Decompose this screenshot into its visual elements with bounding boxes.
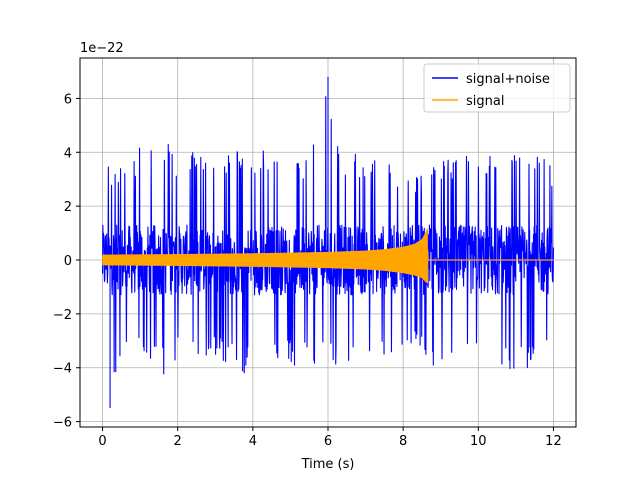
legend: signal+noise signal bbox=[423, 63, 571, 113]
x-tick-label: 2 bbox=[174, 434, 182, 449]
series-line-signal-noise bbox=[102, 76, 554, 409]
legend-label: signal bbox=[466, 94, 504, 109]
x-tick-label: 6 bbox=[324, 434, 332, 449]
x-tick-label: 4 bbox=[249, 434, 257, 449]
series-layer bbox=[101, 76, 554, 409]
y-scale-exponent: 1e−22 bbox=[80, 41, 124, 56]
y-tick-label: −4 bbox=[53, 362, 72, 377]
y-tick-label: 0 bbox=[64, 254, 72, 269]
y-tick-label: 6 bbox=[64, 92, 72, 107]
y-tick-label: 4 bbox=[64, 146, 72, 161]
series-line-signal bbox=[101, 228, 554, 284]
y-tick-label: −2 bbox=[53, 308, 72, 323]
legend-label: signal+noise bbox=[466, 72, 550, 87]
x-tick-label: 0 bbox=[98, 434, 106, 449]
ticks: 0 2 4 6 8 10 12 −6 −4 −2 0 2 4 6 bbox=[53, 92, 562, 449]
x-axis-label: Time (s) bbox=[301, 457, 355, 472]
x-tick-label: 10 bbox=[470, 434, 487, 449]
x-tick-label: 12 bbox=[545, 434, 562, 449]
y-tick-label: 2 bbox=[64, 200, 72, 215]
x-tick-label: 8 bbox=[399, 434, 407, 449]
y-tick-label: −6 bbox=[53, 416, 72, 431]
legend-box bbox=[423, 63, 571, 113]
